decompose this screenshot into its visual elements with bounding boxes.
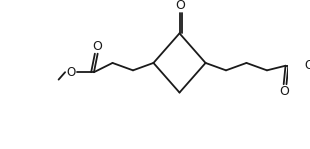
Text: O: O (92, 40, 102, 53)
Text: O: O (66, 66, 75, 79)
Text: O: O (304, 59, 310, 72)
Text: O: O (175, 0, 185, 12)
Text: O: O (280, 85, 290, 98)
